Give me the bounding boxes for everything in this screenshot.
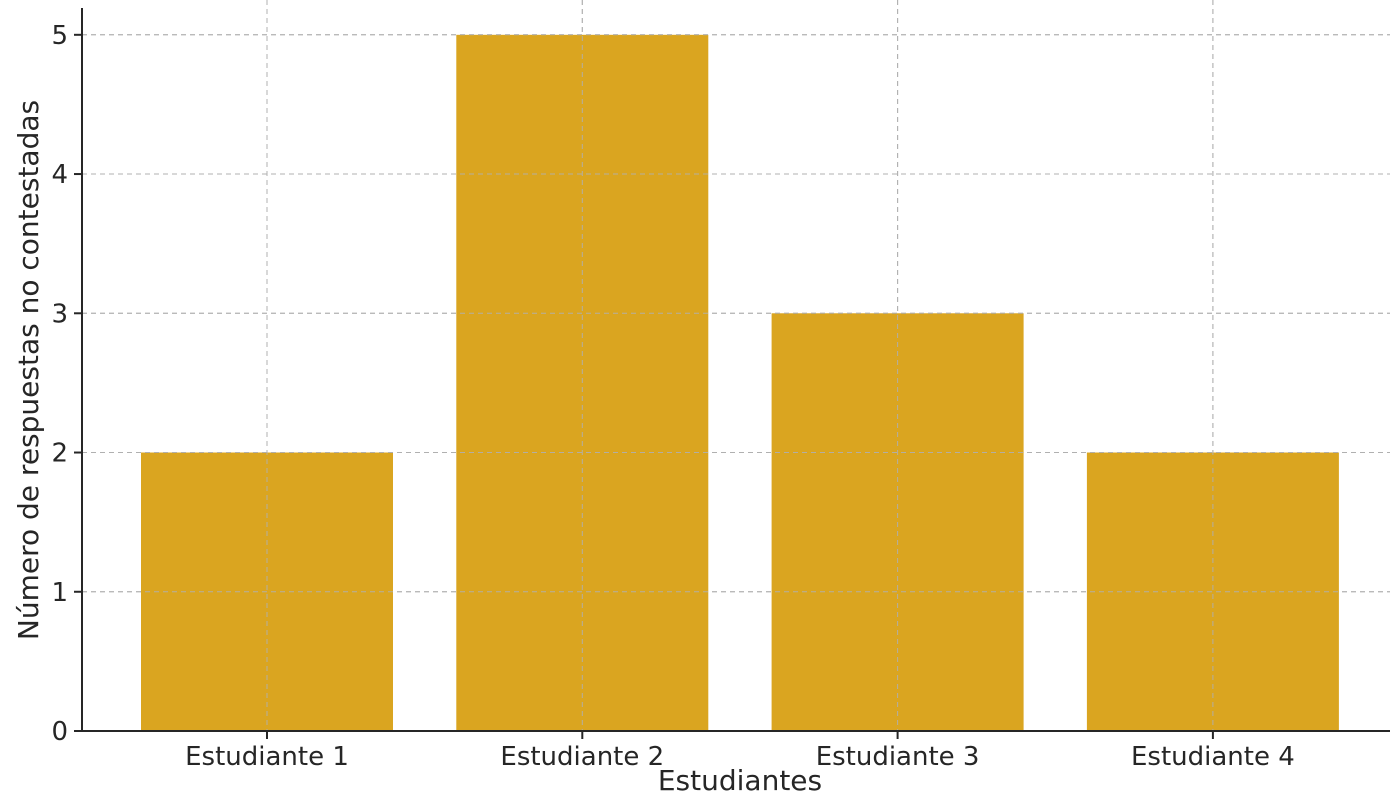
y-tick-label: 5 xyxy=(51,21,68,51)
label-layer: Estudiantes Número de respuestas no cont… xyxy=(12,100,822,797)
y-tick-label: 1 xyxy=(51,578,68,608)
bar-layer xyxy=(82,0,1390,732)
x-tick-label: Estudiante 3 xyxy=(816,742,980,772)
axis-layer: 0 1 2 3 4 5 Estudiante 1 Estudiante 2 Estudiante… xyxy=(51,8,1390,772)
y-axis-label: Número de respuestas no contestadas xyxy=(12,100,45,640)
x-axis-label: Estudiantes xyxy=(658,764,822,797)
x-tick-label: Estudiante 2 xyxy=(500,742,664,772)
x-tick-label: Estudiante 1 xyxy=(185,742,349,772)
y-tick-label: 4 xyxy=(51,160,68,190)
y-tick-label: 2 xyxy=(51,439,68,469)
x-tick-label: Estudiante 4 xyxy=(1131,742,1295,772)
y-tick-label: 3 xyxy=(51,299,68,329)
y-tick-label: 0 xyxy=(51,717,68,747)
